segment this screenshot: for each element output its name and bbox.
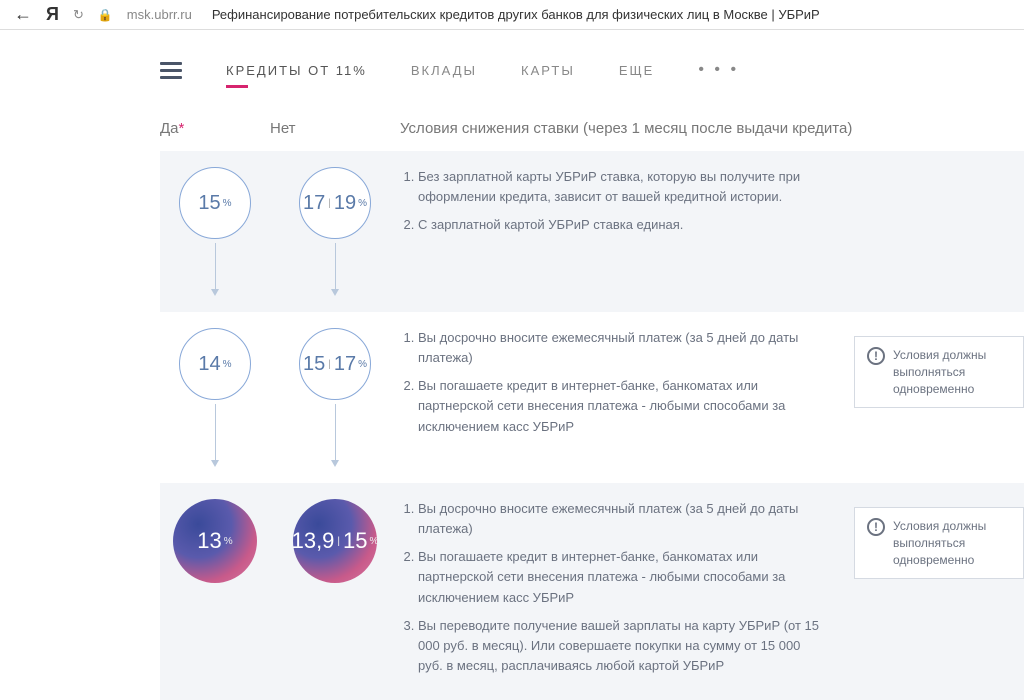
page-title: Рефинансирование потребительских кредито… [212,7,820,22]
nav-item-3[interactable]: ЕЩЕ [619,63,655,78]
side-note-1: ! Условия должны выполняться одновременно [854,336,1024,408]
more-dots-icon[interactable]: • • • [698,61,739,79]
conditions-list-2: Вы досрочно вносите ежемесячный платеж (… [400,499,824,676]
condition-item: Вы досрочно вносите ежемесячный платеж (… [418,328,824,368]
condition-item: С зарплатной картой УБРиР ставка единая. [418,215,824,235]
nav-item-0[interactable]: КРЕДИТЫ ОТ 11% [226,63,367,78]
conditions-list-0: Без зарплатной карты УБРиР ставка, котор… [400,167,824,235]
refresh-icon[interactable]: ↻ [73,7,84,23]
rate-row-2: 13% 13,9|15% Вы досрочно вносите ежемесячн… [160,483,1024,700]
url-host: msk.ubrr.ru [127,7,192,22]
header-conditions: Условия снижения ставки (через 1 месяц п… [400,120,852,137]
rate-row-0: 15% 17|19% Без зарплатной карты УБРиР став… [160,151,1024,312]
condition-item: Вы досрочно вносите ежемесячный платеж (… [418,499,824,539]
side-note-text: Условия должны выполняться одновременно [893,347,1011,397]
condition-item: Вы погашаете кредит в интернет-банке, ба… [418,376,824,436]
side-note-text: Условия должны выполняться одновременно [893,518,1011,568]
condition-item: Без зарплатной карты УБРиР ставка, котор… [418,167,824,207]
conditions-list-1: Вы досрочно вносите ежемесячный платеж (… [400,328,824,437]
back-button[interactable]: ← [14,4,32,25]
required-mark: * [179,120,185,137]
side-note-2: ! Условия должны выполняться одновременно [854,507,1024,579]
info-icon: ! [867,518,885,536]
arrow-down-icon [331,243,339,296]
condition-item: Вы переводите получение вашей зарплаты н… [418,616,824,676]
main-nav: КРЕДИТЫ ОТ 11% ВКЛАДЫ КАРТЫ ЕЩЕ • • • [160,30,1024,90]
info-icon: ! [867,347,885,365]
menu-icon[interactable] [160,62,182,79]
nav-item-1[interactable]: ВКЛАДЫ [411,63,477,78]
header-yes: Да [160,120,179,137]
rate-circle-yes-2: 13% [173,499,257,583]
browser-address-bar: ← Я ↻ 🔒 msk.ubrr.ru Рефинансирование пот… [0,0,1024,30]
rate-circle-yes-1: 14% [179,328,251,400]
lock-icon: 🔒 [98,8,113,22]
header-no: Нет [270,120,296,137]
rate-circle-no-2: 13,9|15% [293,499,377,583]
rate-circle-no-0: 17|19% [299,167,371,239]
yandex-logo[interactable]: Я [46,4,59,25]
rate-circle-no-1: 15|17% [299,328,371,400]
rate-row-1: 14% 15|17% Вы досрочно вносите ежемесячный… [160,312,1024,483]
arrow-down-icon [211,243,219,296]
arrow-down-icon [211,404,219,467]
nav-item-2[interactable]: КАРТЫ [521,63,575,78]
condition-item: Вы погашаете кредит в интернет-банке, ба… [418,547,824,607]
rate-circle-yes-0: 15% [179,167,251,239]
arrow-down-icon [331,404,339,467]
table-header-row: Да* Нет Условия снижения ставки (через 1… [160,120,1024,151]
